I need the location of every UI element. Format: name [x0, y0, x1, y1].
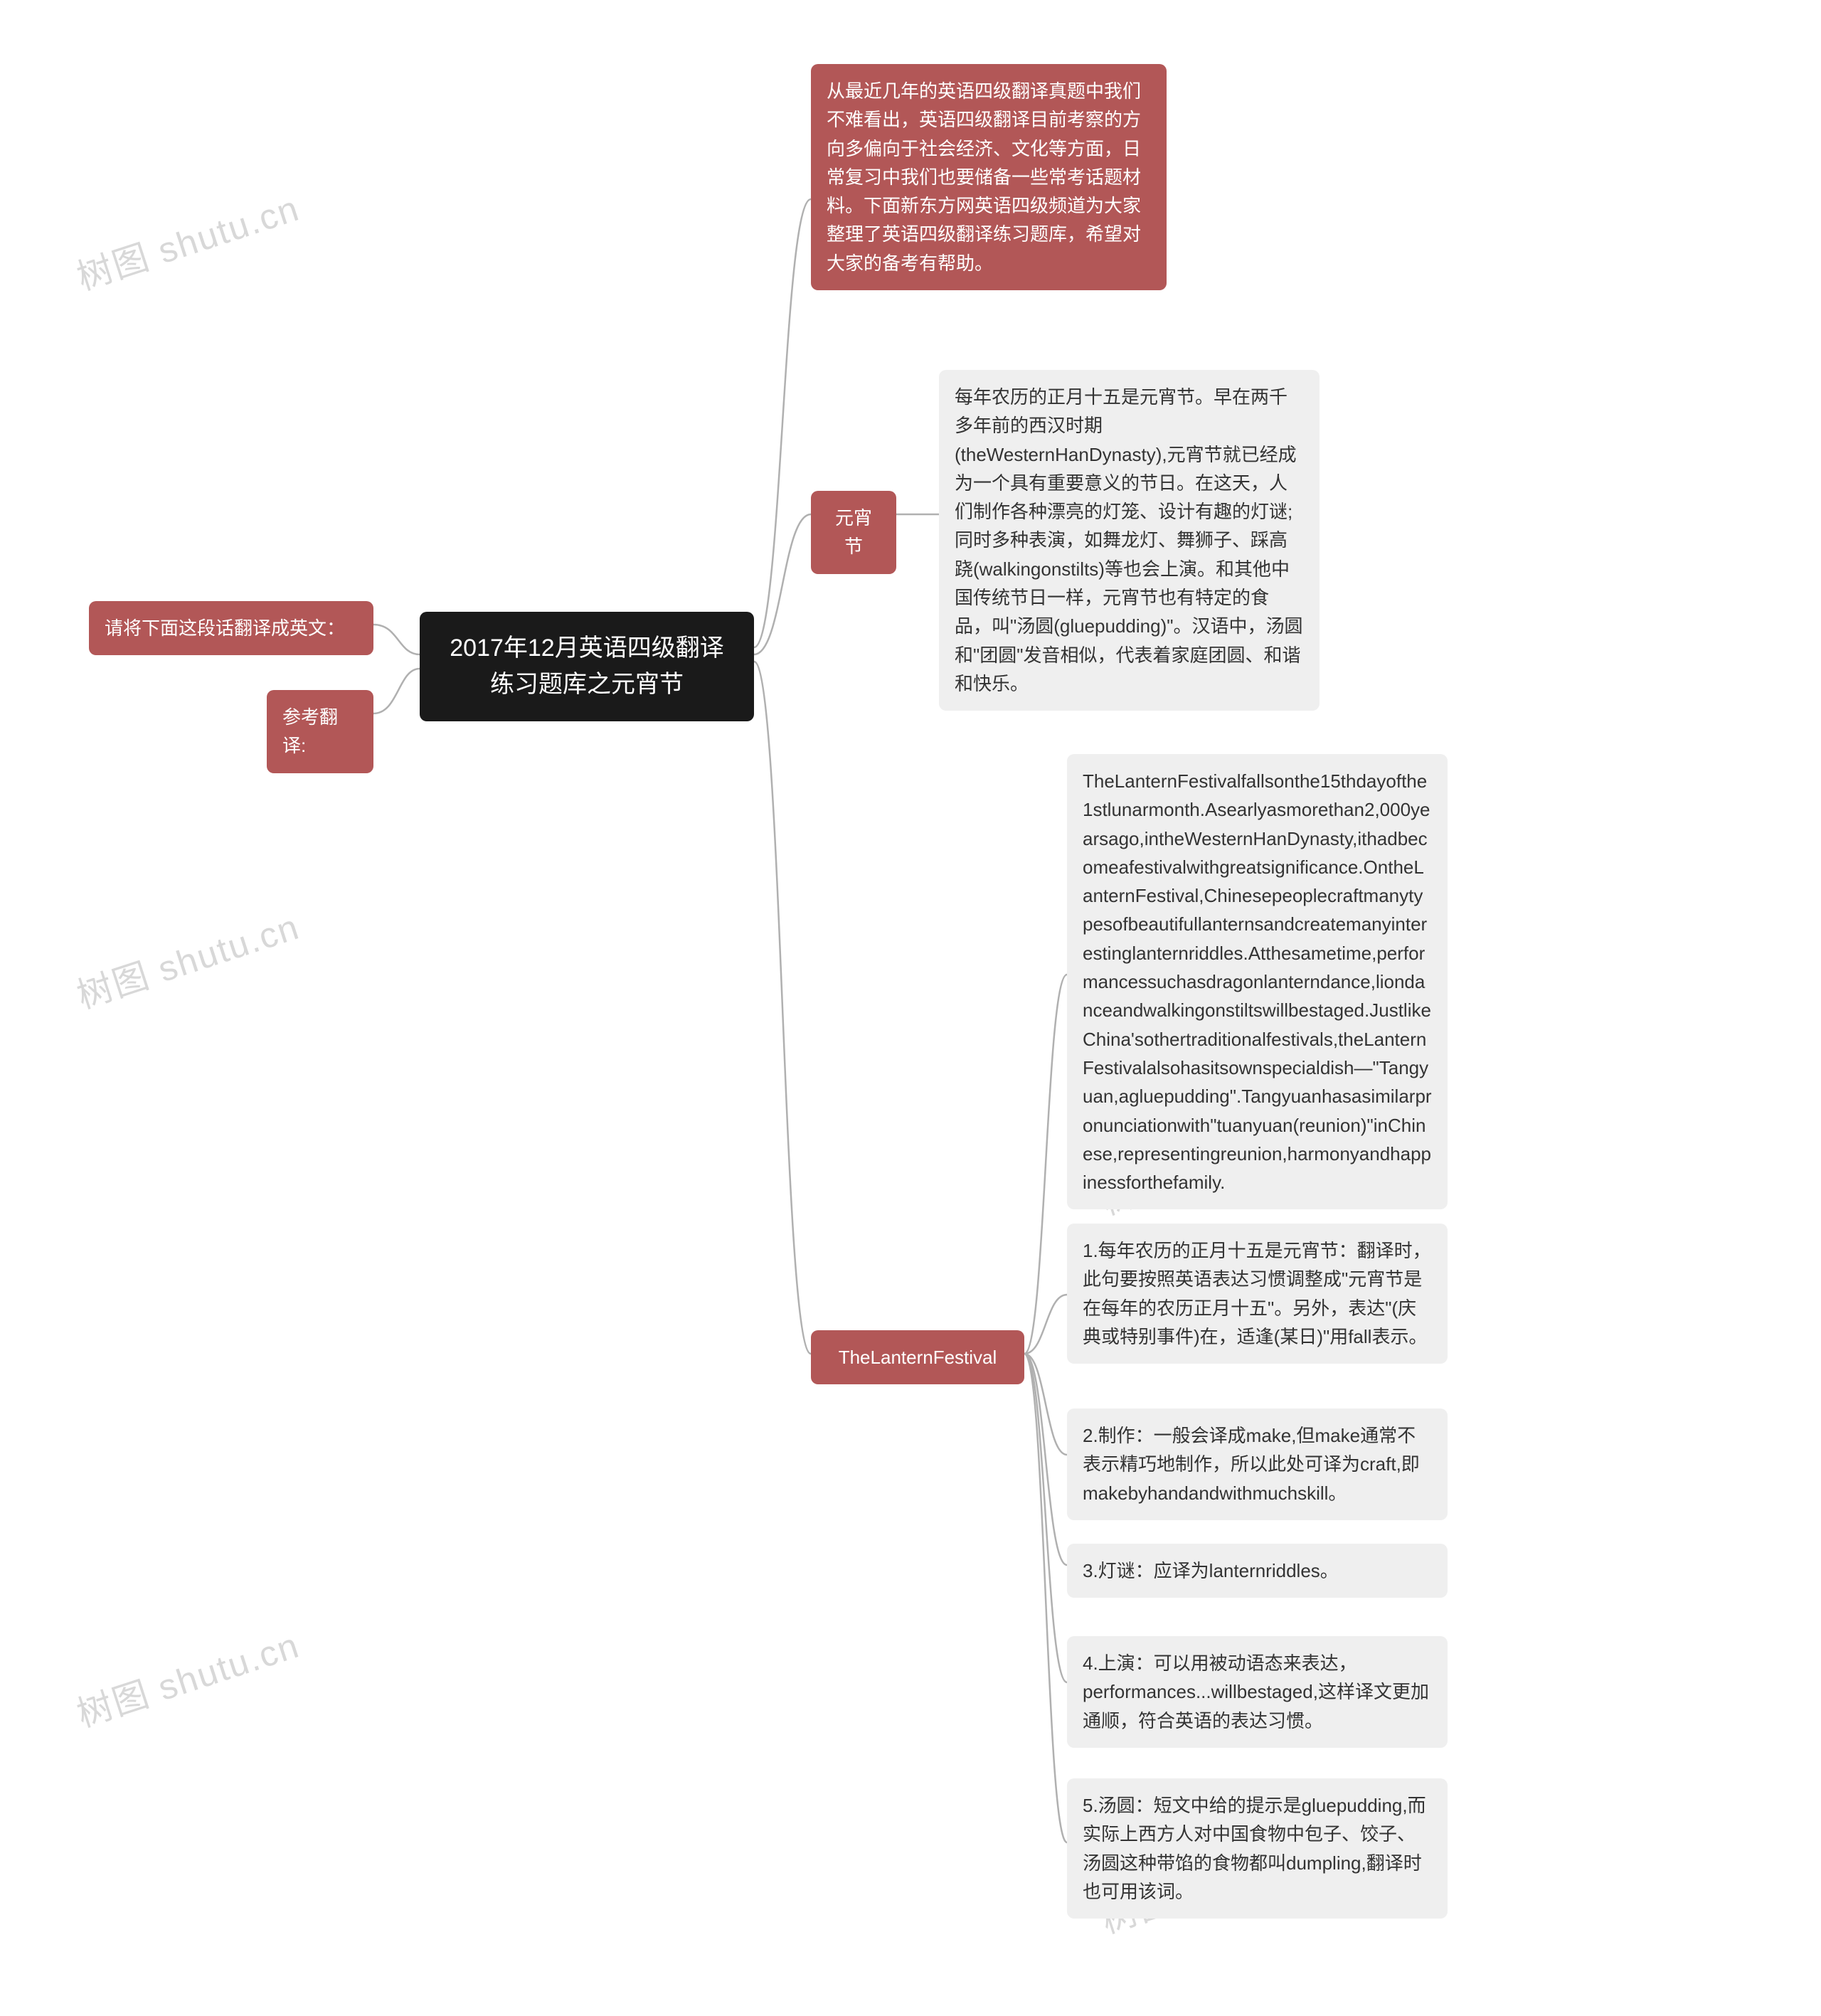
watermark: 树图 shutu.cn — [70, 180, 305, 300]
lantern-body-node[interactable]: TheLanternFestivalfallsonthe15thdayofthe… — [1067, 754, 1448, 1209]
intro-text: 从最近几年的英语四级翻译真题中我们不难看出，英语四级翻译目前考察的方向多偏向于社… — [827, 80, 1141, 274]
note-5-text: 5.汤圆：短文中给的提示是gluepudding,而实际上西方人对中国食物中包子… — [1083, 1795, 1426, 1902]
note-2-node[interactable]: 2.制作：一般会译成make,但make通常不表示精巧地制作，所以此处可译为cr… — [1067, 1408, 1448, 1520]
intro-node[interactable]: 从最近几年的英语四级翻译真题中我们不难看出，英语四级翻译目前考察的方向多偏向于社… — [811, 64, 1167, 290]
reference-node[interactable]: 参考翻译: — [267, 690, 373, 773]
yuanxiao-label-text: 元宵节 — [835, 507, 872, 557]
yuanxiao-label-node[interactable]: 元宵节 — [811, 491, 896, 574]
yuanxiao-body-text: 每年农历的正月十五是元宵节。早在两千多年前的西汉时期(theWesternHan… — [955, 386, 1302, 694]
note-3-node[interactable]: 3.灯谜：应译为lanternriddles。 — [1067, 1544, 1448, 1598]
note-3-text: 3.灯谜：应译为lanternriddles。 — [1083, 1560, 1339, 1581]
note-2-text: 2.制作：一般会译成make,但make通常不表示精巧地制作，所以此处可译为cr… — [1083, 1425, 1420, 1504]
translate-prompt-node[interactable]: 请将下面这段话翻译成英文： — [89, 601, 373, 655]
center-node[interactable]: 2017年12月英语四级翻译 练习题库之元宵节 — [420, 612, 754, 721]
note-4-text: 4.上演：可以用被动语态来表达，performances...willbesta… — [1083, 1652, 1429, 1731]
center-title-line2: 练习题库之元宵节 — [490, 671, 684, 698]
translate-prompt-text: 请将下面这段话翻译成英文： — [105, 617, 345, 639]
note-1-node[interactable]: 1.每年农历的正月十五是元宵节：翻译时，此句要按照英语表达习惯调整成"元宵节是在… — [1067, 1224, 1448, 1364]
watermark: 树图 shutu.cn — [70, 1617, 305, 1737]
lantern-label-node[interactable]: TheLanternFestival — [811, 1330, 1024, 1384]
connector-lines — [0, 0, 1821, 2016]
note-4-node[interactable]: 4.上演：可以用被动语态来表达，performances...willbesta… — [1067, 1636, 1448, 1748]
yuanxiao-body-node[interactable]: 每年农历的正月十五是元宵节。早在两千多年前的西汉时期(theWesternHan… — [939, 370, 1320, 711]
center-title-line1: 2017年12月英语四级翻译 — [450, 635, 723, 662]
note-1-text: 1.每年农历的正月十五是元宵节：翻译时，此句要按照英语表达习惯调整成"元宵节是在… — [1083, 1240, 1431, 1347]
note-5-node[interactable]: 5.汤圆：短文中给的提示是gluepudding,而实际上西方人对中国食物中包子… — [1067, 1778, 1448, 1919]
lantern-body-text: TheLanternFestivalfallsonthe15thdayofthe… — [1083, 770, 1432, 1193]
watermark: 树图 shutu.cn — [70, 898, 305, 1019]
reference-text: 参考翻译: — [282, 706, 338, 756]
lantern-label-text: TheLanternFestival — [839, 1347, 997, 1368]
mindmap-canvas: 树图 shutu.cn 树图 shutu.cn 树图 shutu.cn 树图 s… — [0, 0, 1821, 2016]
